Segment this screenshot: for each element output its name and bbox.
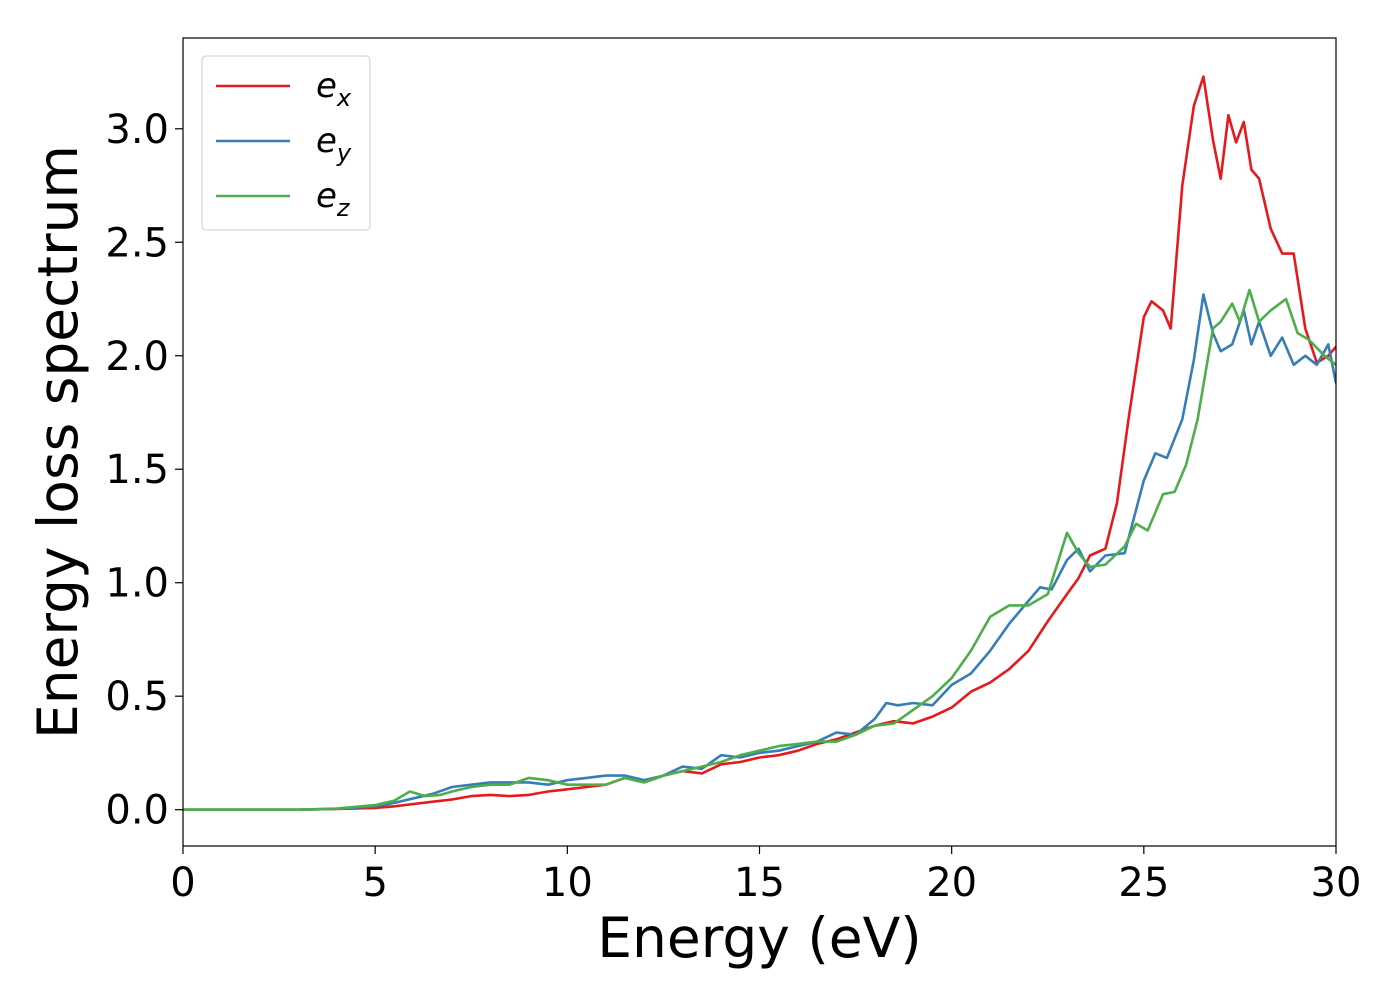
x-tick-label: 30 <box>1311 860 1362 906</box>
x-tick-label: 10 <box>542 860 593 906</box>
y-tick-label: 0.5 <box>105 674 169 720</box>
legend-box <box>201 55 371 231</box>
legend-label: ey <box>316 121 352 167</box>
x-axis-label: Energy (eV) <box>597 906 921 970</box>
series-line-e-x <box>183 75 1336 812</box>
x-tick-label: 20 <box>926 860 977 906</box>
series-line-e-y <box>183 293 1336 812</box>
legend-entries: ex ey ez <box>216 66 352 222</box>
legend-label: ex <box>316 66 352 112</box>
x-tick-label: 15 <box>734 860 785 906</box>
y-tick-label: 2.5 <box>105 220 169 266</box>
legend: ex ey ez <box>201 55 371 231</box>
y-tick-label: 2.0 <box>105 334 169 380</box>
y-tick-label: 1.5 <box>105 447 169 493</box>
y-axis-ticks: 0.0 0.5 1.0 1.5 2.0 2.5 3.0 <box>105 107 183 834</box>
y-tick-label: 0.0 <box>105 788 169 834</box>
legend-label: ez <box>316 176 351 222</box>
x-tick-label: 25 <box>1118 860 1169 906</box>
series-line-e-z <box>183 288 1336 812</box>
y-tick-label: 1.0 <box>105 561 169 607</box>
x-tick-label: 0 <box>170 860 195 906</box>
x-tick-label: 5 <box>362 860 387 906</box>
y-axis-label: Energy loss spectrum <box>26 145 90 739</box>
plot-lines <box>183 75 1336 812</box>
y-tick-label: 3.0 <box>105 107 169 153</box>
x-axis-ticks: 0 5 10 15 20 25 30 <box>170 846 1361 906</box>
